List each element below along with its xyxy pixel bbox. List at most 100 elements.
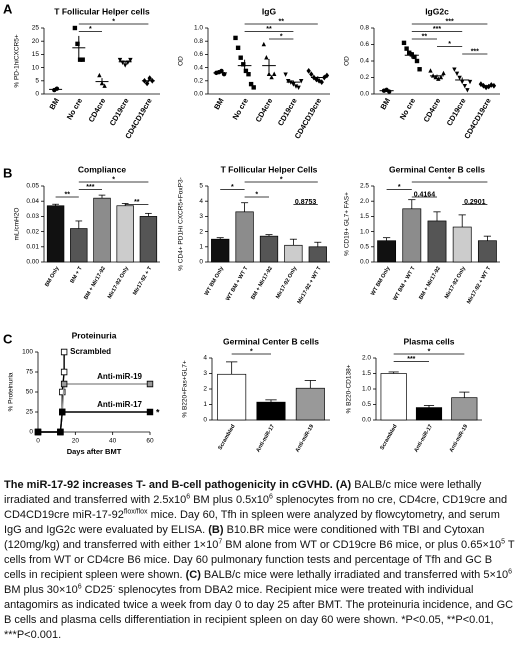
- y-tick-label: 15: [32, 51, 40, 58]
- y-tick-label: 20: [32, 38, 40, 45]
- chart-title: Proteinuria: [72, 330, 117, 340]
- x-tick-label: Mir17-92 + WT T: [297, 265, 324, 305]
- data-point: [60, 380, 68, 388]
- significance-label: **: [266, 26, 272, 33]
- data-point: [401, 40, 407, 46]
- chart-title: T Follicular Helper cells: [54, 6, 150, 16]
- x-tick-label: Mir17-92 Only: [275, 265, 299, 300]
- y-tick-label: 3: [199, 213, 203, 220]
- y-tick-label: 1: [203, 401, 207, 408]
- caption-text: 6: [186, 493, 191, 501]
- y-tick-label: 1.5: [362, 370, 371, 377]
- y-axis-label: % CD4+ PD1Hi CXCR5+FoxP3-: [178, 177, 185, 271]
- bar: [116, 205, 134, 263]
- y-tick-label: 2: [199, 228, 203, 235]
- caption-text: BM plus 0.5x10: [190, 494, 269, 506]
- significance-label: *: [112, 176, 115, 183]
- annotation: *: [156, 407, 160, 417]
- x-tick-label: BM + Mir17-92: [418, 266, 442, 301]
- data-point: [219, 68, 224, 74]
- bar: [402, 208, 422, 263]
- caption-text: BM alone from WT or CD19cre B6 mice, or …: [222, 539, 502, 551]
- data-point: [238, 55, 243, 60]
- y-tick-label: 0.0: [360, 259, 369, 266]
- significance-label: ***: [471, 48, 479, 55]
- x-tick-label: Anti-miR-17: [255, 424, 276, 454]
- x-tick-label: CD4cre: [254, 96, 275, 123]
- x-tick-label: 0: [36, 438, 40, 445]
- caption-text: 6: [77, 583, 82, 591]
- y-tick-label: 0: [203, 417, 207, 424]
- y-tick-label: 0.02: [26, 228, 39, 235]
- significance-label: *: [280, 33, 283, 40]
- data-point: [272, 71, 277, 76]
- y-tick-label: 2.5: [360, 183, 369, 190]
- x-tick-label: CD19cre: [108, 96, 131, 127]
- x-tick-label: Anti-miR-17: [413, 424, 434, 454]
- significance-label: **: [422, 33, 428, 40]
- y-tick-label: 0.4: [194, 64, 203, 71]
- y-tick-label: 0.03: [26, 213, 39, 220]
- significance-label: 0.8753: [295, 199, 317, 206]
- y-tick-label: 100: [22, 349, 33, 356]
- data-point: [467, 79, 473, 85]
- x-tick-label: BM + Mir17-92: [83, 266, 107, 301]
- data-point: [34, 428, 42, 436]
- bar: [380, 373, 407, 421]
- significance-label: **: [134, 199, 140, 206]
- x-tick-label: 40: [109, 438, 117, 445]
- data-point: [441, 70, 446, 76]
- data-point: [454, 71, 460, 77]
- caption-text: 5: [501, 538, 506, 546]
- bar: [93, 197, 111, 263]
- y-axis-label: OD: [344, 56, 351, 66]
- data-point: [59, 408, 66, 416]
- significance-label: *: [250, 348, 253, 355]
- y-tick-label: 1: [199, 244, 203, 251]
- data-point: [291, 82, 296, 87]
- x-tick-label: CD4cre: [422, 96, 443, 123]
- y-tick-label: 2.0: [362, 355, 371, 362]
- x-tick-label: No cre: [398, 96, 417, 121]
- data-point: [319, 79, 324, 85]
- data-point: [123, 63, 128, 68]
- y-tick-label: 10: [32, 64, 40, 71]
- data-point: [452, 67, 457, 72]
- bar: [295, 387, 325, 421]
- data-point: [286, 79, 291, 84]
- y-axis-label: % B220-CD138+: [346, 364, 353, 413]
- significance-label: ***: [407, 356, 415, 363]
- significance-label: *: [448, 176, 451, 183]
- data-point: [60, 368, 68, 376]
- chart-title: IgG: [262, 6, 277, 16]
- data-point: [283, 72, 288, 77]
- caption-text: flox/flox: [123, 508, 148, 516]
- data-point: [266, 71, 272, 76]
- data-point: [299, 79, 304, 84]
- significance-label: *: [428, 348, 431, 355]
- y-axis-label: OD: [178, 56, 185, 66]
- y-tick-label: 4: [199, 198, 203, 205]
- significance-label: 0.4164: [414, 191, 436, 198]
- x-tick-label: BM + T: [70, 265, 85, 284]
- caption-text: splenocytes from no cre, CD4cre, CD19cre…: [4, 494, 508, 521]
- bar: [259, 235, 279, 263]
- y-tick-label: 0.0: [360, 91, 369, 98]
- x-tick-label: Scrambled: [217, 424, 236, 451]
- data-point: [102, 83, 107, 88]
- y-tick-label: 75: [26, 369, 34, 376]
- data-point: [324, 72, 330, 79]
- significance-label: ***: [86, 184, 94, 191]
- caption-text: 6: [269, 493, 273, 501]
- y-tick-label: 1.0: [362, 386, 371, 393]
- y-tick-label: 0.0: [362, 417, 371, 424]
- caption-text: 6: [508, 568, 513, 576]
- y-tick-label: 0.00: [26, 259, 39, 266]
- caption-text: The miR-17-92 increases T- and B-cell pa…: [4, 479, 352, 491]
- data-point: [462, 83, 467, 89]
- panel-letter: B: [3, 165, 12, 180]
- y-tick-label: 3: [203, 370, 207, 377]
- data-point: [246, 72, 251, 77]
- caption: The miR-17-92 increases T- and B-cell pa…: [4, 478, 516, 643]
- y-tick-label: 25: [32, 25, 40, 32]
